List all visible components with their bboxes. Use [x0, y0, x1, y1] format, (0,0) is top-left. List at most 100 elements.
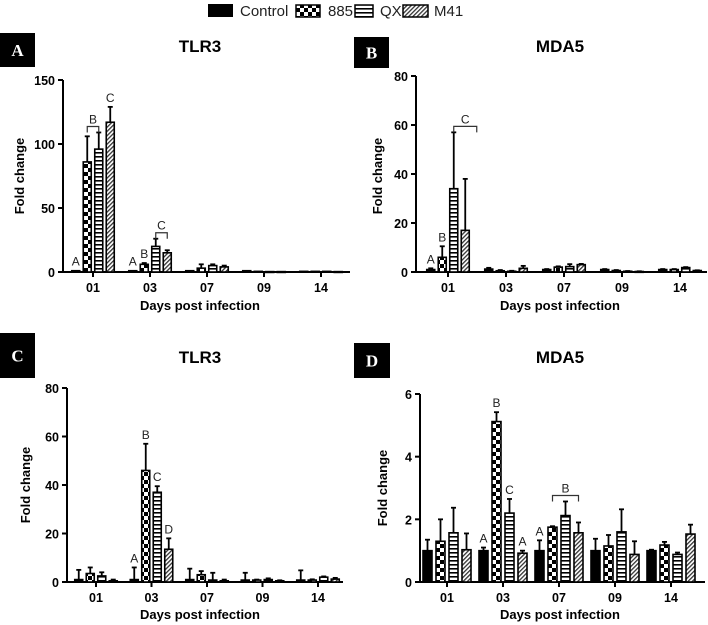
y-tick-label: 60 [394, 119, 408, 133]
bar-control [184, 578, 195, 583]
significance-letter: B [492, 396, 500, 410]
x-tick-label: 09 [256, 591, 270, 605]
x-tick-label: 01 [441, 281, 455, 295]
panel-b: B MDA5 Days post infection Fold change 0 20 40… [354, 37, 707, 313]
bar-885 [196, 573, 207, 583]
y-tick-label: 80 [394, 70, 408, 84]
bar-m41 [219, 266, 230, 273]
x-axis-label: Days post infection [500, 298, 620, 313]
x-axis-label: Days post infection [140, 607, 260, 622]
bar-885 [435, 540, 446, 583]
legend-label-m41: M41 [434, 3, 463, 20]
bar-885 [82, 161, 93, 273]
bar-control [590, 549, 601, 583]
y-tick-label: 2 [405, 513, 412, 527]
x-tick-label: 09 [608, 591, 622, 605]
legend: Control 885 QX M41 [208, 3, 463, 20]
y-axis-label: Fold change [18, 447, 33, 524]
legend-swatch-m41 [402, 4, 429, 18]
significance-letter: D [164, 522, 173, 536]
significance-letter: A [518, 535, 526, 549]
bar-qx [560, 514, 571, 583]
bar-control [129, 578, 140, 583]
bar-m41 [576, 263, 587, 273]
bar-885 [140, 469, 151, 583]
y-tick-label: 6 [405, 388, 412, 402]
bar-885 [491, 420, 502, 583]
y-axis-label: Fold change [370, 138, 385, 215]
significance-letter: B [140, 247, 148, 261]
x-tick-label: 07 [557, 281, 571, 295]
bar-qx [672, 553, 683, 583]
bar-qx [318, 576, 329, 583]
chart-title: MDA5 [536, 348, 584, 367]
y-tick-label: 150 [34, 74, 55, 88]
significance-letter: C [106, 91, 115, 105]
y-tick-label: 50 [41, 202, 55, 216]
x-tick-label: 03 [143, 281, 157, 295]
x-tick-label: 09 [257, 281, 271, 295]
bar-control [240, 579, 251, 583]
y-tick-label: 0 [52, 576, 59, 590]
bar-qx [564, 265, 575, 273]
significance-letter: C [461, 112, 470, 126]
x-tick-label: 07 [200, 591, 214, 605]
significance-letter: B [438, 230, 446, 244]
panel-label-box [354, 37, 389, 68]
bar-885 [547, 526, 558, 583]
significance-letter: C [153, 470, 162, 484]
panel-d: D MDA5 Days post infection Fold change 0 2 4 6 0… [354, 343, 705, 622]
bar-885 [310, 270, 321, 273]
bar-control [541, 268, 552, 273]
bar-control [241, 269, 252, 273]
bar-control [657, 268, 668, 273]
x-axis-label: Days post infection [500, 607, 620, 622]
panel-a: A TLR3 Days post infection Fold change 0 50 10… [0, 33, 350, 313]
bar-m41 [330, 578, 341, 583]
bar-m41 [162, 252, 173, 273]
bar-qx [448, 187, 459, 273]
y-tick-label: 40 [45, 479, 59, 493]
bar-qx [622, 270, 633, 273]
bar-control [534, 549, 545, 583]
bar-m41 [274, 579, 285, 583]
panel-label: B [366, 44, 377, 63]
bar-qx [321, 270, 332, 273]
x-tick-label: 03 [499, 281, 513, 295]
bar-m41 [461, 548, 472, 583]
bar-885 [611, 269, 622, 273]
chart-title: MDA5 [536, 37, 584, 56]
bar-qx [152, 491, 163, 583]
panel-label-box [0, 333, 35, 378]
bar-control [298, 270, 309, 273]
bar-885 [437, 256, 448, 273]
x-axis-label: Days post infection [140, 298, 260, 313]
bar-qx [680, 266, 691, 273]
x-tick-label: 14 [311, 591, 325, 605]
x-tick-label: 03 [145, 591, 159, 605]
bar-qx [264, 270, 275, 274]
bar-885 [251, 579, 262, 583]
y-tick-label: 20 [394, 217, 408, 231]
significance-letter: B [89, 112, 97, 126]
bar-885 [495, 269, 506, 273]
bar-control [478, 549, 489, 583]
significance-bracket [86, 125, 100, 133]
panel-label: A [11, 41, 24, 60]
bar-qx [263, 578, 274, 583]
x-tick-label: 01 [86, 281, 100, 295]
y-tick-label: 0 [48, 266, 55, 280]
x-tick-label: 07 [200, 281, 214, 295]
significance-letter: A [479, 532, 487, 546]
chart-title: TLR3 [179, 37, 222, 56]
bar-m41 [573, 532, 584, 583]
x-tick-label: 14 [314, 281, 328, 295]
y-axis-label: Fold change [12, 138, 27, 215]
legend-label-885: 885 [328, 3, 353, 20]
bar-control [599, 268, 610, 273]
bar-m41 [333, 270, 344, 274]
panel-label-box [0, 33, 35, 67]
x-tick-label: 14 [673, 281, 687, 295]
x-tick-label: 03 [496, 591, 510, 605]
significance-letter: A [72, 255, 80, 269]
